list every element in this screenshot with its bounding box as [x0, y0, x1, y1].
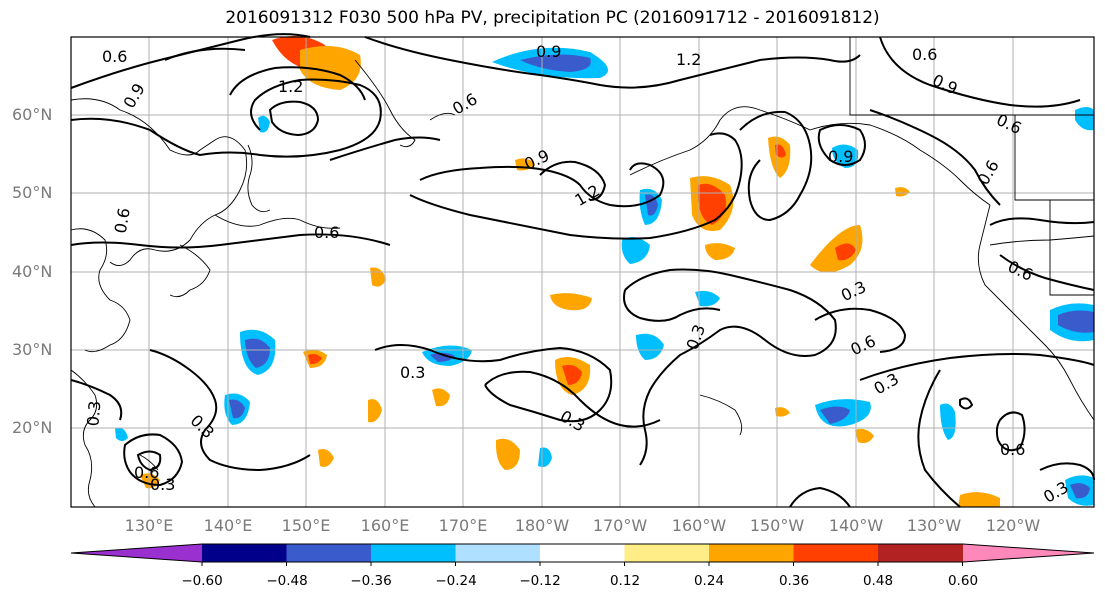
colorbar: [70, 543, 1095, 566]
colorbar-tick-label: 0.12: [609, 573, 641, 589]
coastlines: [70, 37, 1095, 508]
lon-label: 130°E: [124, 516, 174, 535]
lon-label: 130°W: [906, 516, 962, 535]
contour-label: 1.2: [676, 50, 701, 69]
lon-label: 150°W: [749, 516, 805, 535]
colorbar-segment: [455, 544, 541, 562]
lon-label: 140°W: [828, 516, 884, 535]
contour-label: 0.3: [83, 400, 104, 427]
lon-label: 120°W: [985, 516, 1041, 535]
contour-label: 0.9: [536, 42, 561, 61]
contour-label: 0.3: [400, 363, 425, 382]
colorbar-tick-label: 0.24: [693, 573, 725, 589]
colorbar-tick-label: −0.24: [435, 573, 477, 589]
colorbar-tick-label: 0.60: [947, 573, 979, 589]
lat-label: 30°N: [12, 340, 53, 359]
contour-label: 1.2: [278, 77, 303, 96]
contour-label: 0.6: [314, 223, 339, 242]
colorbar-segment: [963, 544, 1094, 562]
contour-label: 0.6: [102, 47, 127, 66]
pv-contours: [70, 33, 1095, 508]
colorbar-tick-label: 0.48: [862, 573, 894, 589]
lon-label: 160°W: [671, 516, 727, 535]
contour-label: 0.6: [1000, 440, 1025, 459]
colorbar-segment: [624, 544, 710, 562]
lat-label: 40°N: [12, 262, 53, 281]
colorbar-segment: [286, 544, 372, 562]
colorbar-segment: [202, 544, 287, 562]
colorbar-tick-label: −0.12: [519, 573, 561, 589]
colorbar-segment: [793, 544, 879, 562]
lon-label: 160°E: [360, 516, 410, 535]
colorbar-segment: [371, 544, 456, 562]
lon-label: 170°E: [438, 516, 488, 535]
lat-label: 50°N: [12, 183, 53, 202]
lon-label: 180°W: [514, 516, 570, 535]
contour-label: 0.9: [828, 147, 853, 166]
contour-label: 0.6: [134, 463, 159, 482]
precip-shading: [115, 36, 1094, 507]
contour-label: 0.3: [150, 475, 175, 494]
lat-label: 20°N: [12, 418, 53, 437]
colorbar-segment: [540, 544, 625, 562]
lat-label: 60°N: [12, 105, 53, 124]
colorbar-segment: [709, 544, 794, 562]
colorbar-tick-label: −0.60: [181, 573, 223, 589]
map-frame: [70, 36, 1095, 508]
colorbar-tick-label: 0.36: [778, 573, 810, 589]
colorbar-segment: [71, 544, 202, 562]
colorbar-segment: [878, 544, 963, 562]
colorbar-tick-label: −0.48: [266, 573, 308, 589]
lon-label: 140°E: [203, 516, 253, 535]
lon-label: 170°W: [592, 516, 648, 535]
chart-title: 2016091312 F030 500 hPa PV, precipitatio…: [225, 8, 880, 28]
colorbar-tick-label: −0.36: [350, 573, 392, 589]
contour-label: 0.6: [912, 45, 937, 64]
contour-label: 0.6: [111, 206, 134, 234]
lon-label: 150°E: [281, 516, 331, 535]
